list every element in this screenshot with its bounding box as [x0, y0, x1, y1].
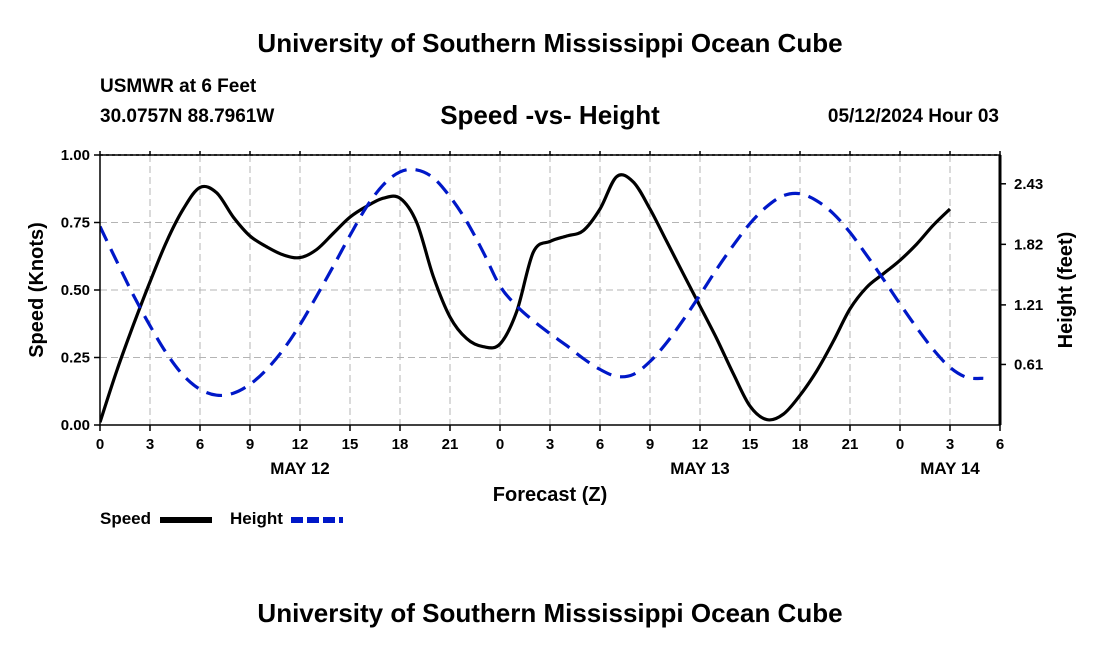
page-title: University of Southern Mississippi Ocean…	[257, 28, 843, 58]
y-tick-label: 1.00	[61, 147, 90, 164]
x-tick-label: 9	[246, 436, 254, 453]
x-tick-label: 3	[146, 436, 154, 453]
x-tick-label: 0	[496, 436, 504, 453]
x-tick-label: 18	[392, 436, 409, 453]
y2-tick-label: 1.82	[1014, 236, 1043, 253]
x-tick-label: 6	[996, 436, 1004, 453]
chart-title: Speed -vs- Height	[440, 100, 660, 130]
y2-tick-label: 1.21	[1014, 297, 1043, 314]
x-tick-label: 15	[742, 436, 759, 453]
x-tick-label: 21	[442, 436, 459, 453]
axis-ticks: 0 3 6 9 12 15 18 21 0 3 6 9 12 15 18 21 0 3 6 0.00 0.25 0.50 0…	[61, 147, 1043, 478]
footer-title: University of Southern Mississippi Ocean…	[257, 598, 843, 628]
x-tick-label: 6	[196, 436, 204, 453]
date-label: MAY 12	[270, 459, 330, 478]
x-tick-label: 3	[946, 436, 954, 453]
x-tick-label: 15	[342, 436, 359, 453]
x-tick-label: 6	[596, 436, 604, 453]
legend: Speed Height	[100, 509, 343, 528]
y-tick-label: 0.00	[61, 417, 90, 434]
x-tick-label: 18	[792, 436, 809, 453]
x-tick-label: 3	[546, 436, 554, 453]
station-coordinates: 30.0757N 88.7961W	[100, 106, 275, 127]
y2-tick-label: 0.61	[1014, 356, 1043, 373]
x-tick-label: 0	[96, 436, 104, 453]
y-tick-label: 0.75	[61, 215, 90, 232]
y2-axis-label: Height (feet)	[1055, 232, 1077, 349]
date-label: MAY 14	[920, 459, 980, 478]
speed-series-line	[100, 173, 952, 423]
x-tick-label: 9	[646, 436, 654, 453]
station-name: USMWR at 6 Feet	[100, 76, 257, 97]
x-axis-label: Forecast (Z)	[493, 484, 607, 506]
series-lines	[100, 167, 984, 423]
x-tick-label: 0	[896, 436, 904, 453]
legend-speed-label: Speed	[100, 509, 151, 528]
height-series-line	[100, 167, 984, 398]
x-tick-label: 12	[292, 436, 309, 453]
y-tick-label: 0.50	[61, 282, 90, 299]
legend-height-label: Height	[230, 509, 283, 528]
forecast-date: 05/12/2024 Hour 03	[827, 106, 999, 127]
y-tick-label: 0.25	[61, 350, 90, 367]
x-tick-label: 12	[692, 436, 709, 453]
y2-tick-label: 2.43	[1014, 176, 1043, 193]
y-axis-label: Speed (Knots)	[26, 222, 48, 358]
x-tick-label: 21	[842, 436, 859, 453]
date-label: MAY 13	[670, 459, 730, 478]
